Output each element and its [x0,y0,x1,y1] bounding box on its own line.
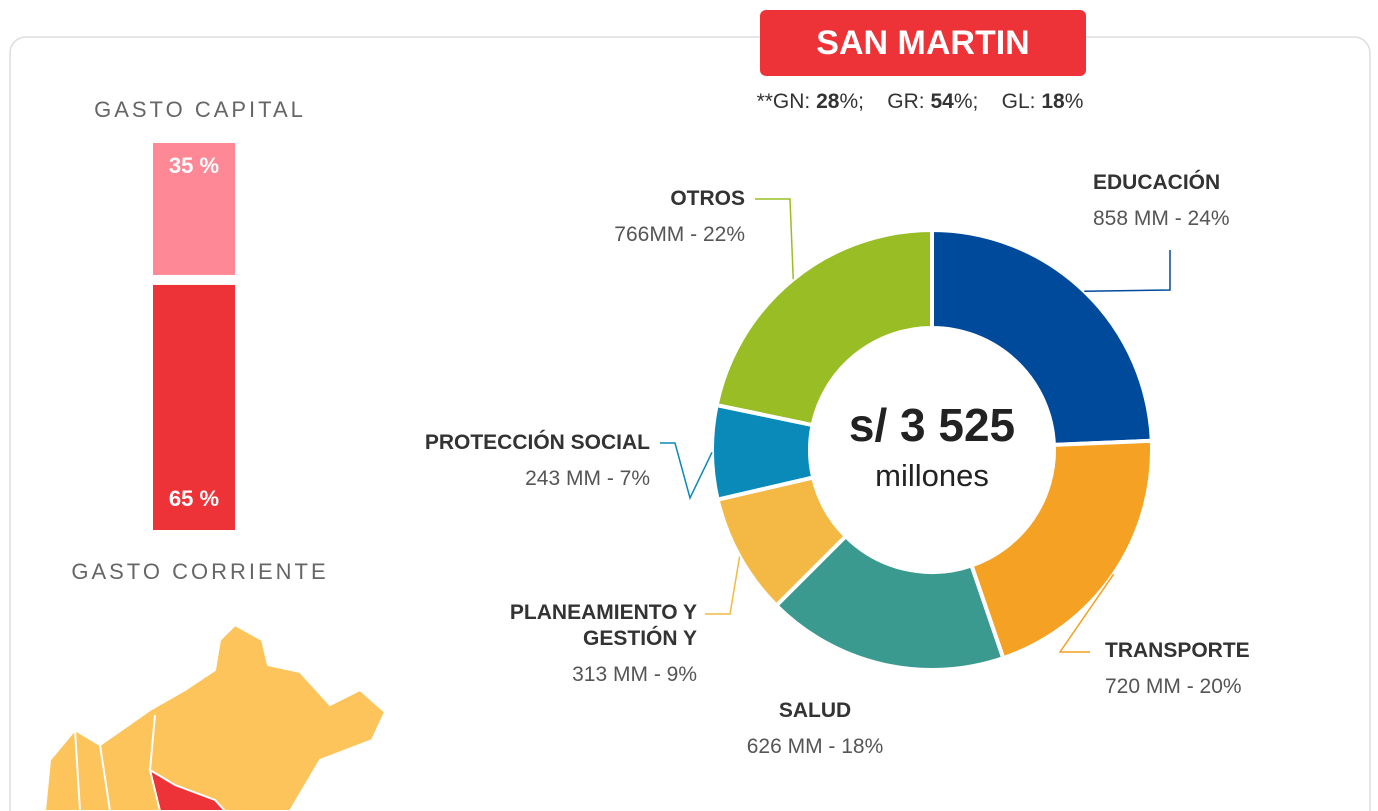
leader-line [755,198,794,280]
segment-label: TRANSPORTE 720 MM - 20% [1105,638,1345,700]
leader-line [705,556,741,615]
segment-name: PLANEAMIENTO Y GESTIÓN Y [509,601,697,650]
center-total: s/ 3 525 [848,399,1016,451]
subtitle-part: 54 [930,90,954,113]
segment-label: PROTECCIÓN SOCIAL 243 MM - 7% [340,430,650,492]
subtitle-part: %; GL: [953,90,1042,113]
segment-value: 313 MM - 9% [572,663,697,686]
subtitle-part: %; GR: [839,90,931,113]
donut-segment [968,438,1154,661]
subtitle-part: 18 [1041,90,1065,113]
segment-value: 720 MM - 20% [1105,675,1242,698]
segment-name: SALUD [778,699,852,722]
header-box [760,10,1086,76]
segment-label: EDUCACIÓN 858 MM - 24% [1093,170,1353,232]
segment-name: OTROS [670,187,745,210]
header-title: SAN MARTIN [816,24,1029,62]
subtitle-part: 28 [816,90,840,113]
segment-label: OTROS 766MM - 22% [480,186,745,248]
bar-value-label: 35 % [168,153,220,178]
leader-line [1058,573,1115,653]
segment-name: TRANSPORTE [1105,639,1250,662]
bar-segment [153,284,235,530]
donut-segment [714,227,934,428]
segment-name: EDUCACIÓN [1093,171,1221,194]
bar-segment [153,143,235,275]
segment-value: 626 MM - 18% [746,735,884,758]
center-unit: millones [875,458,989,493]
donut-segment [773,533,1006,672]
segment-value: 243 MM - 7% [525,467,650,490]
segment-value: 858 MM - 24% [1093,207,1230,230]
bar-value-label: 65 % [168,486,220,511]
subtitle: **GN: 28%; GR: 54%; GL: 18% [0,90,1378,114]
segment-label: SALUD 626 MM - 18% [690,698,940,760]
subtitle-part: **GN: [756,90,817,113]
segment-name: PROTECCIÓN SOCIAL [424,431,650,454]
leader-line [1084,250,1171,292]
bar-series-name: GASTO CAPITAL [94,97,306,122]
segment-value: 766MM - 22% [614,223,745,246]
map [43,623,387,811]
bar-series-name: GASTO CORRIENTE [71,559,329,584]
segment-label: PLANEAMIENTO Y GESTIÓN Y 313 MM - 9% [430,600,697,688]
subtitle-part: % [1064,90,1084,113]
donut-segment [930,227,1154,447]
leader-line [660,442,713,501]
